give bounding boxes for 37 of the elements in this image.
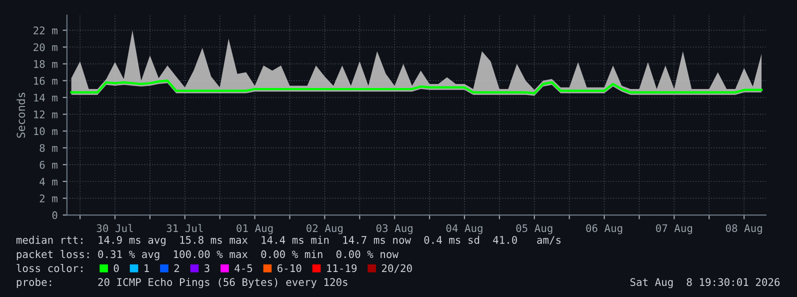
legend-label: 2 <box>174 264 180 272</box>
x-tick-label: 08 Aug <box>726 224 762 234</box>
y-tick-label: 4 m <box>40 178 58 186</box>
x-tick-label: 31 Jul <box>166 224 203 232</box>
y-tick-label: 16 m <box>34 76 58 85</box>
y-tick-label: 6 m <box>40 160 58 169</box>
y-tick-label: 10 m <box>34 127 58 136</box>
y-tick-label: 0 <box>52 211 58 220</box>
x-tick-label: 02 Aug <box>306 224 343 234</box>
legend-label: 11-19 <box>327 264 357 272</box>
text: Sat Aug 8 19:30:01 2026 <box>630 278 780 288</box>
x-tick-label: 06 Aug <box>586 224 622 234</box>
text: probe: 20 ICMP Echo Pings (56 Bytes) every 120s <box>16 278 348 288</box>
text: packet loss: 0.31 % avg 100.00 % max 0.00 % min 0.00 % now <box>16 250 398 260</box>
line-series <box>70 80 763 94</box>
x-tick-label: 05 Aug <box>516 224 552 234</box>
text: median rtt: 14.9 ms avg 15.8 ms max 14.4 ms min 14.7 ms now 0.4 ms sd 41.0 am/s <box>16 236 561 246</box>
legend-label: 0 <box>114 264 119 272</box>
y-tick-label: 22 m <box>34 26 58 34</box>
legend-title: loss color: <box>16 264 82 272</box>
y-axis-title: Seconds <box>16 92 26 138</box>
y-tick-label: 14 m <box>34 94 58 102</box>
x-tick-label: 30 Jul <box>96 224 133 232</box>
x-tick-label: 01 Aug <box>236 224 273 234</box>
x-tick-label: 07 Aug <box>656 224 692 234</box>
y-tick-label: 2 m <box>40 194 58 202</box>
legend-label: 6-10 <box>278 264 302 272</box>
y-tick-label: 18 m <box>34 60 58 68</box>
y-tick-label: 8 m <box>40 144 58 152</box>
x-tick-label: 04 Aug <box>446 224 482 234</box>
legend-label: 1 <box>144 264 149 272</box>
y-tick-label: 20 m <box>34 43 58 52</box>
legend-label: 20/20 <box>382 264 412 273</box>
y-tick-label: 12 m <box>34 110 58 118</box>
x-tick-label: 03 Aug <box>376 224 412 234</box>
legend-label: 3 <box>204 264 210 272</box>
legend-label: 4-5 <box>234 264 252 272</box>
